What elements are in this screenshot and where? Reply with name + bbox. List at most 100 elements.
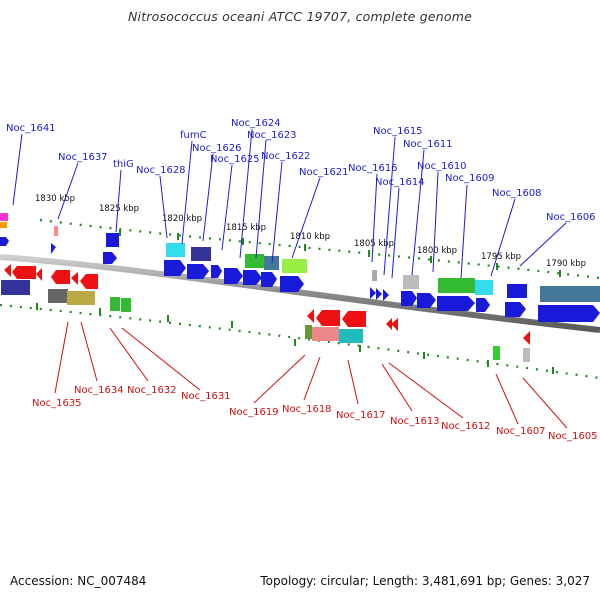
gene-arrow[interactable] <box>538 305 600 322</box>
gene-block[interactable] <box>106 233 119 247</box>
gene-block[interactable] <box>191 247 211 261</box>
gene-label-noc-1616[interactable]: Noc_1616 <box>348 163 398 174</box>
forward-genes[interactable] <box>0 213 600 322</box>
gene-arrow[interactable] <box>164 260 186 276</box>
gene-label-noc-1609[interactable]: Noc_1609 <box>445 173 495 184</box>
gene-label-noc-1635[interactable]: Noc_1635 <box>32 398 82 409</box>
gene-label-noc-1637[interactable]: Noc_1637 <box>58 152 108 163</box>
gene-block[interactable] <box>245 254 264 268</box>
gene-arrow[interactable] <box>51 243 56 254</box>
gene-label-noc-1612[interactable]: Noc_1612 <box>441 421 491 432</box>
gene-block[interactable] <box>339 329 363 343</box>
gene-label-noc-1623[interactable]: Noc_1623 <box>247 130 297 141</box>
gene-label-noc-1617[interactable]: Noc_1617 <box>336 410 386 421</box>
tick-label-1795: 1795 kbp <box>481 252 521 262</box>
gene-arrow[interactable] <box>224 268 243 284</box>
gene-label-noc-1614[interactable]: Noc_1614 <box>375 177 425 188</box>
gene-block[interactable] <box>507 284 527 298</box>
tick-label-1790: 1790 kbp <box>546 259 586 269</box>
tick-label-1825: 1825 kbp <box>99 204 139 214</box>
gene-arrow[interactable] <box>383 289 389 301</box>
gene-block[interactable] <box>264 256 279 270</box>
gene-arrow-rev[interactable] <box>386 318 392 330</box>
gene-block[interactable] <box>540 286 600 302</box>
accession-text: Accession: NC_007484 <box>10 574 147 588</box>
gene-label-fumc[interactable]: fumC <box>180 130 207 141</box>
gene-arrow[interactable] <box>370 287 376 299</box>
gene-arrow[interactable] <box>476 298 490 312</box>
gene-block[interactable] <box>403 275 419 289</box>
gene-arrow[interactable] <box>417 293 436 308</box>
gene-block[interactable] <box>0 213 8 221</box>
gene-block[interactable] <box>67 291 95 305</box>
gene-block[interactable] <box>1 280 30 295</box>
reverse-leader-lines <box>54 321 568 429</box>
gene-arrow-rev[interactable] <box>391 318 398 331</box>
gene-arrow[interactable] <box>211 265 222 278</box>
gene-arrow-rev[interactable] <box>523 331 530 345</box>
gene-arrow[interactable] <box>187 264 209 279</box>
gene-arrow[interactable] <box>243 270 262 285</box>
gene-label-noc-1631[interactable]: Noc_1631 <box>181 391 231 402</box>
gene-block[interactable] <box>305 325 312 339</box>
gene-block[interactable] <box>166 243 185 257</box>
gene-arrow[interactable] <box>103 252 117 264</box>
gene-label-noc-1632[interactable]: Noc_1632 <box>127 385 177 396</box>
gene-label-noc-1641[interactable]: Noc_1641 <box>6 123 56 134</box>
gene-label-noc-1610[interactable]: Noc_1610 <box>417 161 467 172</box>
gene-block[interactable] <box>523 348 530 362</box>
gene-label-noc-1628[interactable]: Noc_1628 <box>136 165 186 176</box>
gene-label-thig[interactable]: thiG <box>113 159 134 170</box>
gene-arrow[interactable] <box>437 296 475 311</box>
gene-label-noc-1605[interactable]: Noc_1605 <box>548 431 598 442</box>
gene-block[interactable] <box>110 297 120 311</box>
gene-label-noc-1608[interactable]: Noc_1608 <box>492 188 542 199</box>
gene-block[interactable] <box>48 289 68 303</box>
tick-label-1805: 1805 kbp <box>354 239 394 249</box>
gene-label-noc-1621[interactable]: Noc_1621 <box>299 167 349 178</box>
gene-block[interactable] <box>493 346 500 360</box>
gene-arrow[interactable] <box>505 302 526 317</box>
gene-label-noc-1613[interactable]: Noc_1613 <box>390 416 440 427</box>
gene-block[interactable] <box>372 270 377 281</box>
gene-arrow[interactable] <box>261 272 277 287</box>
gene-arrow-rev[interactable] <box>4 264 11 277</box>
gene-block[interactable] <box>121 298 131 312</box>
gene-arrow-rev[interactable] <box>36 268 42 281</box>
gene-label-noc-1622[interactable]: Noc_1622 <box>261 151 311 162</box>
gene-label-noc-1624[interactable]: Noc_1624 <box>231 118 281 129</box>
gene-block[interactable] <box>282 259 307 273</box>
gene-block[interactable] <box>0 222 7 228</box>
gene-label-noc-1607[interactable]: Noc_1607 <box>496 426 546 437</box>
gene-arrow-rev[interactable] <box>71 272 78 285</box>
gene-arrow[interactable] <box>401 291 417 306</box>
forward-leader-lines <box>12 128 567 279</box>
reverse-genes[interactable] <box>1 264 530 362</box>
tick-label-1800: 1800 kbp <box>417 246 457 256</box>
gene-block[interactable] <box>475 280 493 295</box>
gene-arrow-rev[interactable] <box>342 311 366 327</box>
gene-arrow[interactable] <box>376 288 382 300</box>
gene-label-noc-1625[interactable]: Noc_1625 <box>210 154 260 165</box>
tick-label-1815: 1815 kbp <box>226 223 266 233</box>
gene-arrow[interactable] <box>0 237 9 246</box>
gene-arrow[interactable] <box>280 276 304 292</box>
gene-arrow-rev[interactable] <box>51 270 70 284</box>
tick-label-1830: 1830 kbp <box>35 194 75 204</box>
gene-arrow-rev[interactable] <box>316 310 340 326</box>
gene-label-noc-1606[interactable]: Noc_1606 <box>546 212 596 223</box>
gene-label-noc-1615[interactable]: Noc_1615 <box>373 126 423 137</box>
gene-label-noc-1634[interactable]: Noc_1634 <box>74 385 124 396</box>
gene-block[interactable] <box>54 226 58 236</box>
gene-arrow-rev[interactable] <box>307 309 314 323</box>
gene-arrow-rev[interactable] <box>12 266 36 279</box>
gene-label-noc-1611[interactable]: Noc_1611 <box>403 139 453 150</box>
gene-label-noc-1618[interactable]: Noc_1618 <box>282 404 332 415</box>
gene-label-noc-1626[interactable]: Noc_1626 <box>192 143 242 154</box>
gene-arrow-rev[interactable] <box>80 274 98 289</box>
gene-block[interactable] <box>438 278 475 293</box>
tick-label-1810: 1810 kbp <box>290 232 330 242</box>
gene-label-noc-1619[interactable]: Noc_1619 <box>229 407 279 418</box>
gene-block[interactable] <box>312 327 339 341</box>
